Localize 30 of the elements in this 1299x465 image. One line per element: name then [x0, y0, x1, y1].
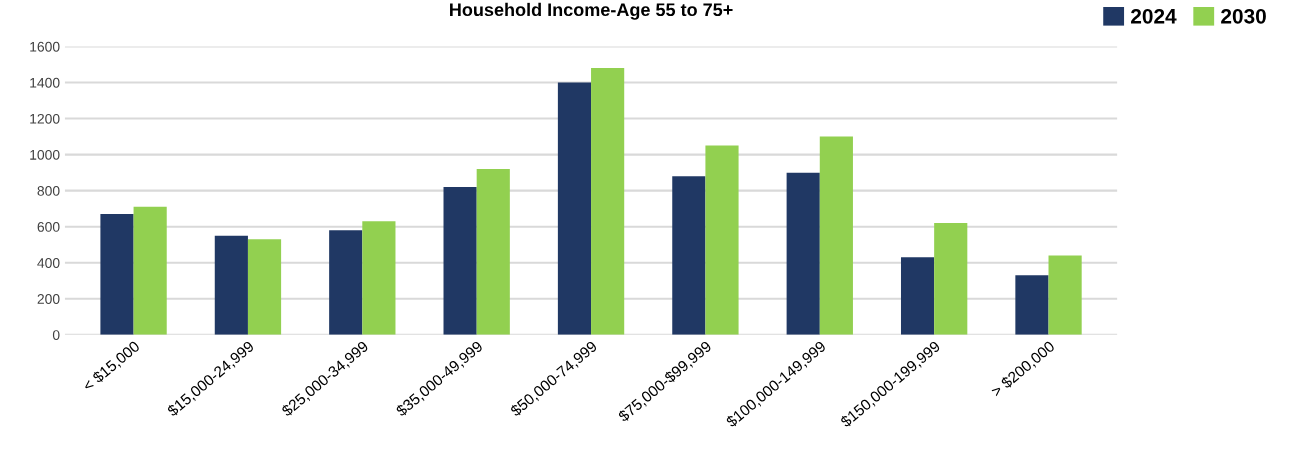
bar — [133, 206, 167, 335]
y-tick-label: 200 — [37, 294, 60, 304]
bar — [557, 82, 592, 335]
y-tick-label: 1200 — [30, 113, 60, 124]
bar — [100, 214, 134, 335]
bar — [1015, 275, 1049, 335]
bar — [705, 145, 739, 335]
chart-title: Household Income-Age 55 to 75+ — [450, 2, 733, 20]
bar — [900, 257, 935, 335]
y-tick-label: 1600 — [30, 41, 60, 52]
bar — [672, 176, 706, 335]
y-tick-label: 800 — [37, 185, 60, 196]
y-tick-label: 1000 — [30, 149, 60, 160]
bar — [329, 230, 363, 335]
bar — [819, 136, 853, 335]
bar — [214, 235, 248, 335]
bar — [443, 187, 477, 335]
y-tick-label: 400 — [37, 258, 60, 268]
legend-label: 2024 — [1131, 8, 1177, 24]
legend-label: 2030 — [1221, 8, 1266, 24]
bar — [591, 68, 625, 335]
y-tick-label: 0 — [52, 330, 60, 340]
bar — [362, 221, 396, 335]
y-tick-label: 600 — [37, 222, 60, 232]
bar — [934, 223, 968, 335]
bar — [1048, 255, 1082, 335]
bar — [476, 169, 510, 335]
bar — [786, 172, 820, 335]
bar — [247, 239, 282, 335]
y-tick-label: 1400 — [30, 77, 60, 88]
